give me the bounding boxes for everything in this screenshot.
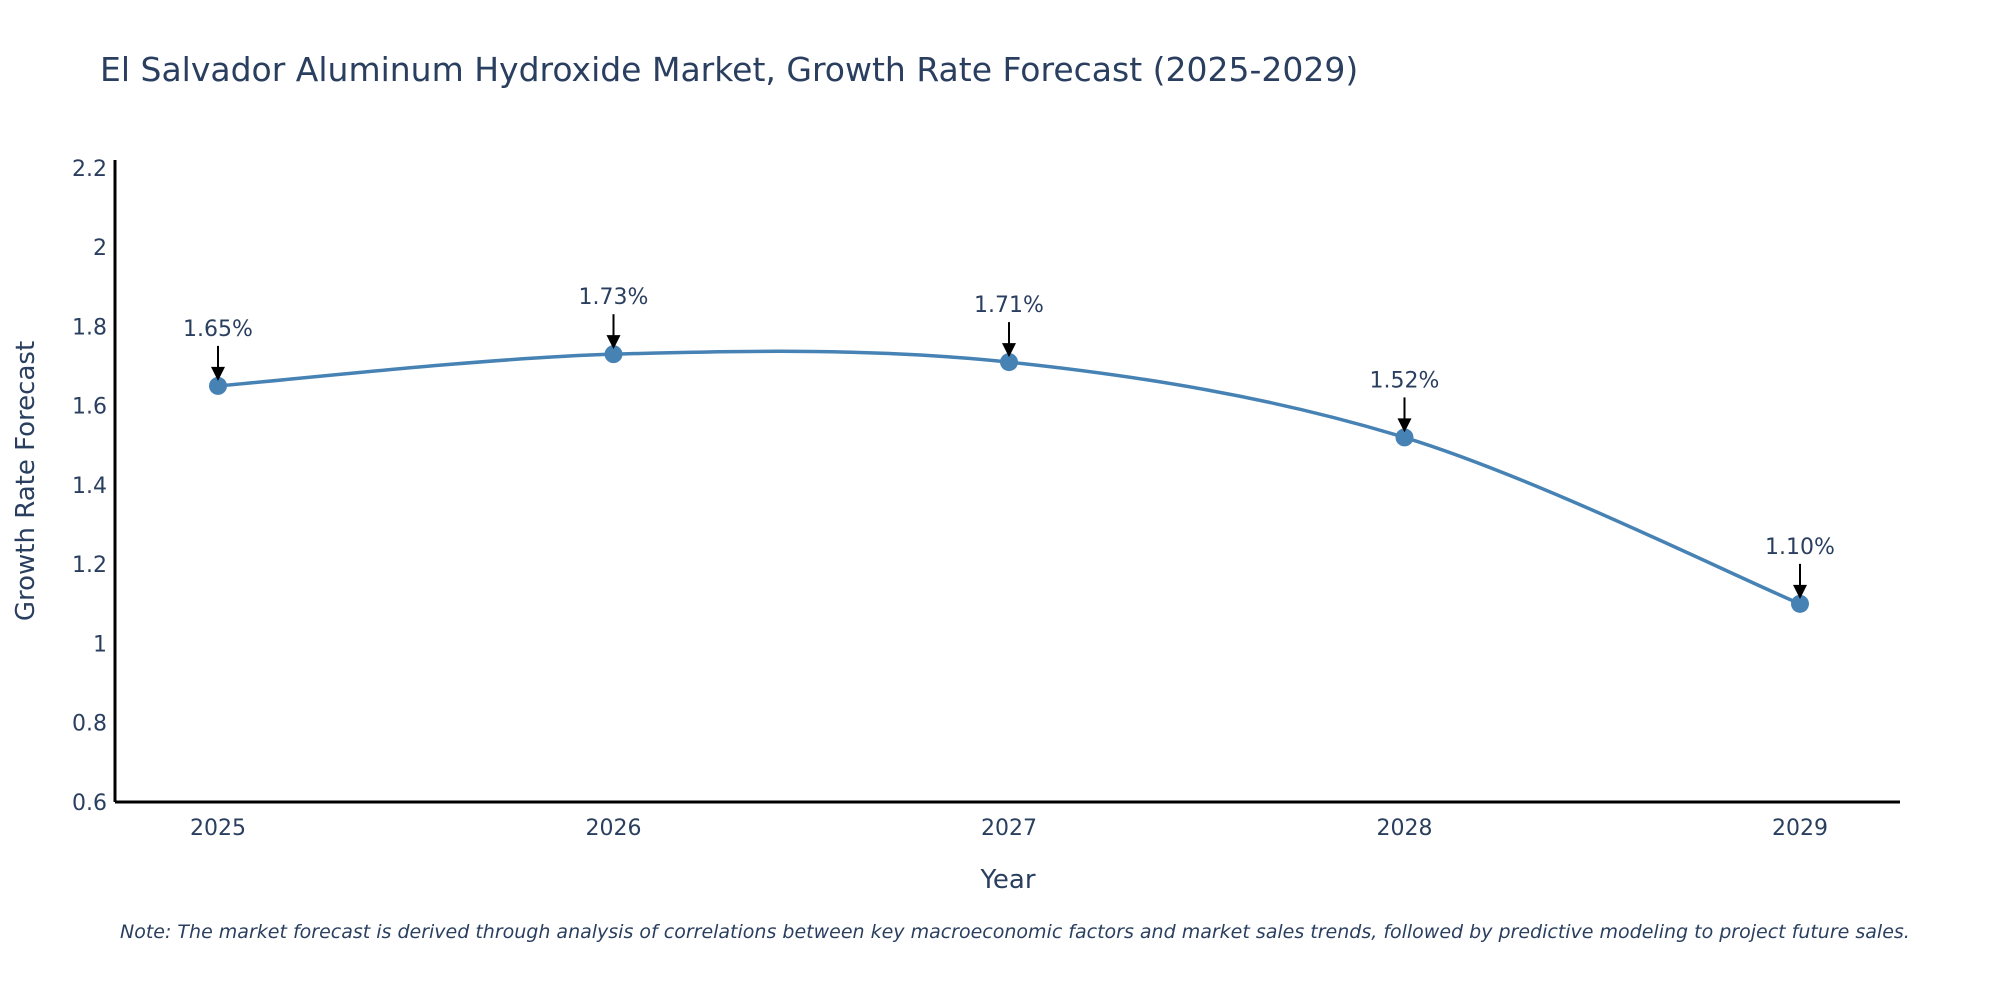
x-axis-title: Year [979,865,1035,895]
x-tick-label: 2027 [981,816,1037,841]
y-tick-label: 1.8 [72,315,107,340]
data-point-2029 [1791,594,1809,613]
x-tick-label: 2029 [1772,816,1828,841]
annotation-arrow-head-2028 [1397,418,1412,433]
data-point-2025 [209,376,227,395]
data-point-2028 [1395,428,1414,447]
y-tick-label: 2.2 [72,157,107,182]
data-annotations: 1.65% 1.73% 1.71% 1.52% 1.10% [183,285,1835,599]
x-axis-ticks: 2025 2026 2027 2028 2029 [190,816,1828,841]
data-label-2027: 1.71% [974,293,1044,318]
data-point-2026 [604,345,623,364]
data-label-2028: 1.52% [1370,368,1440,393]
chart-title: El Salvador Aluminum Hydroxide Market, G… [100,50,1358,89]
annotation-arrow-head-2029 [1793,584,1807,599]
y-tick-label: 1 [93,632,107,657]
y-tick-label: 0.8 [72,712,107,737]
y-tick-label: 1.4 [72,474,107,499]
data-label-2025: 1.65% [183,317,253,342]
data-point-2027 [1000,353,1018,372]
x-tick-label: 2028 [1377,816,1433,841]
series-line [217,349,1801,606]
annotation-arrow-head-2026 [606,335,621,350]
data-label-2026: 1.73% [579,285,649,310]
y-tick-label: 1.2 [72,553,107,578]
data-markers [209,345,1809,613]
y-tick-label: 1.6 [72,395,107,420]
footnote: Note: The market forecast is derived thr… [120,921,1910,943]
x-tick-label: 2025 [190,816,246,841]
y-tick-label: 2 [93,236,107,261]
y-axis-title: Growth Rate Forecast [11,341,41,621]
x-tick-label: 2026 [586,816,642,841]
y-axis-ticks: 0.6 0.8 1 1.2 1.4 1.6 1.8 2 2.2 [72,157,107,816]
data-label-2029: 1.10% [1765,535,1835,560]
annotation-arrow-head-2025 [211,366,225,381]
annotation-arrow-head-2027 [1002,343,1016,358]
y-tick-label: 0.6 [72,791,107,816]
